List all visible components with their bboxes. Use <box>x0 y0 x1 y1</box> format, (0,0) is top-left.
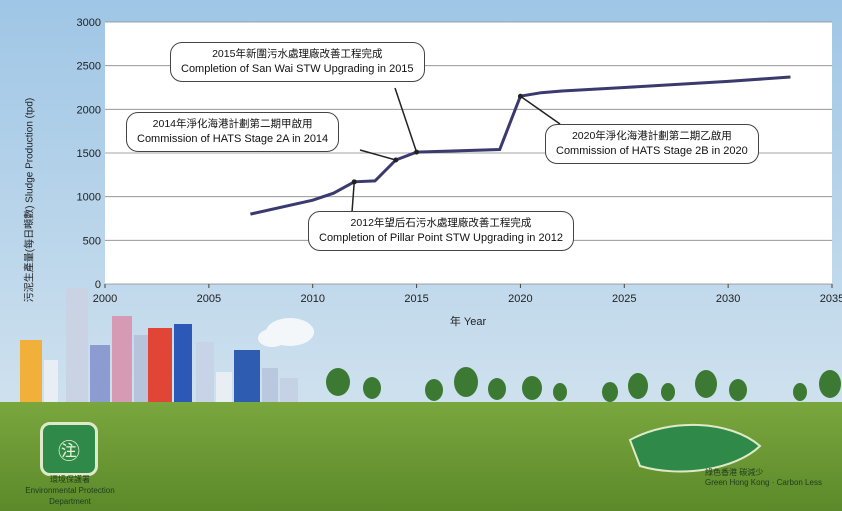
y-tick-label: 2000 <box>77 104 101 116</box>
annotation-hats-2b: 2020年淨化海港計劃第二期乙啟用 Commission of HATS Sta… <box>545 124 759 164</box>
tree-row <box>326 367 841 402</box>
annotation-arrow <box>359 149 397 161</box>
x-tick-label: 2005 <box>197 293 221 305</box>
annotation-hats-2b-en: Commission of HATS Stage 2B in 2020 <box>556 145 748 157</box>
annotation-arrow-head <box>393 157 399 163</box>
series-line <box>250 75 791 216</box>
x-tick-label: 2025 <box>612 293 636 305</box>
epd-caption-zh: 環境保護署 <box>50 475 90 484</box>
x-tick-label: 2015 <box>404 293 428 305</box>
green-hk-caption-zh: 綠色香港 碳減少 <box>705 468 764 477</box>
annotation-arrow <box>351 181 356 213</box>
y-axis-label: 污泥生產量(每日噸數) Sludge Production (tpd) <box>24 97 36 303</box>
x-tick-label: 2010 <box>300 293 324 305</box>
annotation-pillar-point-en: Completion of Pillar Point STW Upgrading… <box>319 232 563 244</box>
epd-logo-caption: 環境保護署 Environmental Protection Departmen… <box>16 474 124 507</box>
x-tick-label: 2030 <box>716 293 740 305</box>
x-axis-label: 年 Year <box>450 314 487 328</box>
annotation-hats-2a: 2014年淨化海港計劃第二期甲啟用 Commission of HATS Sta… <box>126 112 340 152</box>
leaf-logo-icon <box>628 423 762 473</box>
annotation-arrow-head <box>414 149 420 155</box>
annotation-arrow-head <box>517 93 523 99</box>
y-tick-label: 500 <box>83 235 101 247</box>
annotation-pillar-point: 2012年望后石污水處理廠改善工程完成 Completion of Pillar… <box>308 211 574 251</box>
annotation-san-wai: 2015年新圍污水處理廠改善工程完成 Completion of San Wai… <box>170 42 425 82</box>
annotation-hats-2a-zh: 2014年淨化海港計劃第二期甲啟用 <box>152 118 313 130</box>
annotation-san-wai-zh: 2015年新圍污水處理廠改善工程完成 <box>212 48 383 60</box>
annotation-arrow <box>519 95 561 125</box>
annotation-pillar-point-zh: 2012年望后石污水處理廠改善工程完成 <box>350 217 532 229</box>
annotation-hats-2a-en: Commission of HATS Stage 2A in 2014 <box>137 133 329 145</box>
y-tick-label: 2500 <box>77 61 101 73</box>
epd-logo-icon: ㊟ <box>40 422 98 476</box>
annotation-arrow-head <box>351 179 357 185</box>
city-skyline <box>20 288 298 405</box>
annotation-arrow <box>394 87 418 153</box>
green-hk-caption-en: Green Hong Kong · Carbon Less <box>705 478 822 487</box>
annotation-san-wai-en: Completion of San Wai STW Upgrading in 2… <box>181 63 414 75</box>
x-tick-label: 2035 <box>820 293 842 305</box>
y-tick-label: 1500 <box>77 148 101 160</box>
x-tick-label: 2020 <box>508 293 532 305</box>
annotation-hats-2b-zh: 2020年淨化海港計劃第二期乙啟用 <box>571 130 732 142</box>
y-tick-label: 0 <box>95 279 101 291</box>
epd-caption-en: Environmental Protection Department <box>25 486 115 506</box>
y-tick-label: 3000 <box>77 17 101 29</box>
y-tick-label: 1000 <box>77 192 101 204</box>
x-tick-label: 2000 <box>93 293 117 305</box>
green-hk-caption: 綠色香港 碳減少 Green Hong Kong · Carbon Less <box>705 468 822 488</box>
